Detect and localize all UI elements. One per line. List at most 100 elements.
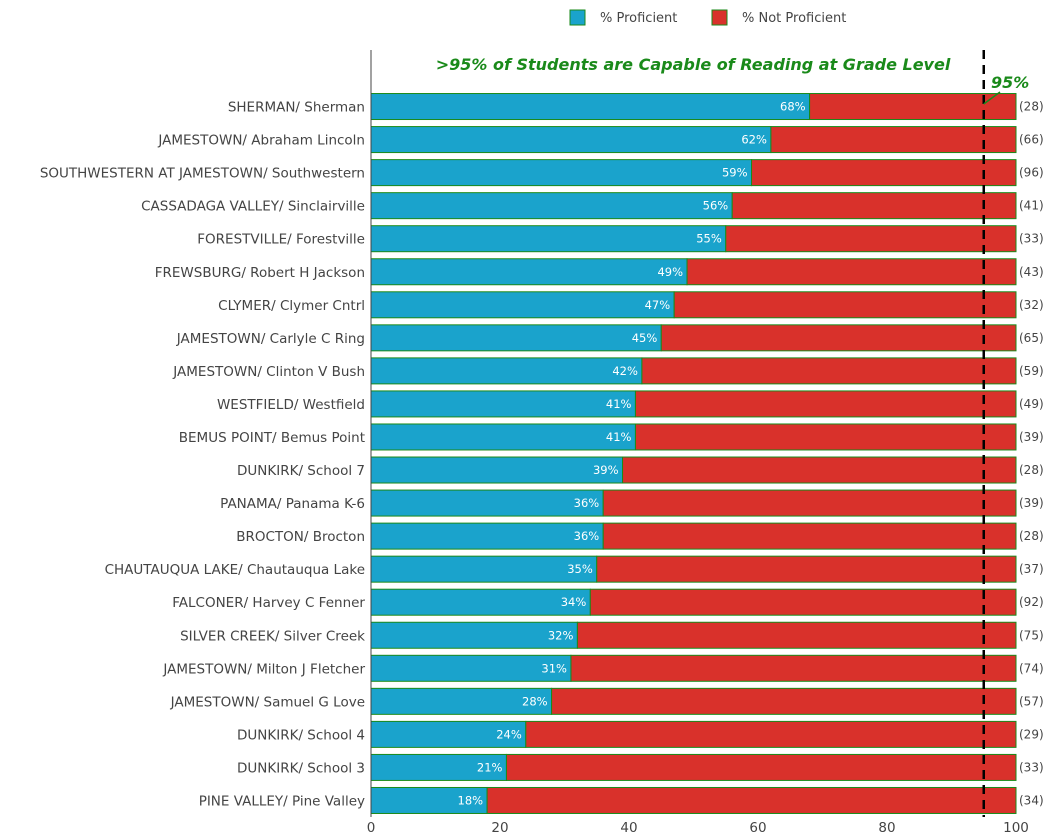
category-label: JAMESTOWN/ Samuel G Love [170,694,365,710]
category-label: SOUTHWESTERN AT JAMESTOWN/ Southwestern [40,166,365,182]
bar-proficient [370,786,488,814]
category-label: SHERMAN/ Sherman [228,100,365,116]
count-label: (39) [1019,430,1044,444]
bar-not-proficient [686,258,1017,286]
count-label: (75) [1019,628,1044,642]
category-label: PINE VALLEY/ Pine Valley [199,793,365,809]
x-axis: 0 20 40 60 80 100 [367,50,1029,836]
bar-data-label: 36% [574,529,600,543]
count-label: (34) [1019,793,1044,807]
count-label: (57) [1019,694,1044,708]
category-label: CASSADAGA VALLEY/ Sinclairville [141,199,365,215]
bar-not-proficient [551,687,1017,715]
x-tick-label: 60 [749,820,766,836]
bar-data-label: 49% [657,265,683,279]
category-label: BEMUS POINT/ Bemus Point [179,430,365,446]
bar-data-label: 42% [612,364,638,378]
bar-data-label: 32% [548,628,574,642]
x-tick-label: 80 [878,820,895,836]
bar-proficient [370,588,591,616]
category-label: JAMESTOWN/ Abraham Lincoln [157,133,365,149]
bar-not-proficient [634,390,1017,418]
bar-proficient [370,654,572,682]
category-label: WESTFIELD/ Westfield [217,397,365,413]
bar-proficient [370,720,527,748]
legend-label-not-proficient: % Not Proficient [742,11,846,26]
bar-not-proficient [634,423,1017,451]
bar-proficient [370,291,675,319]
bar-proficient [370,126,772,154]
bar-not-proficient [622,456,1017,484]
count-label: (29) [1019,727,1044,741]
bar-proficient [370,225,727,253]
bar-data-label: 31% [541,661,567,675]
bar-proficient [370,423,636,451]
bar-proficient [370,687,553,715]
legend-swatch-proficient [569,9,586,26]
bar-proficient [370,159,753,187]
count-label: (39) [1019,496,1044,510]
count-label: (65) [1019,331,1044,345]
bar-data-label: 41% [606,430,632,444]
category-label: JAMESTOWN/ Clinton V Bush [172,364,365,380]
count-label: (92) [1019,595,1044,609]
bar-proficient [370,390,636,418]
bar-not-proficient [602,522,1017,550]
bar-not-proficient [576,621,1017,649]
x-tick-label: 40 [620,820,637,836]
category-label: FREWSBURG/ Robert H Jackson [155,265,365,281]
count-label: (41) [1019,199,1044,213]
bar-not-proficient [596,555,1017,583]
bar-data-label: 47% [645,298,671,312]
count-label: (74) [1019,661,1044,675]
count-label: (28) [1019,529,1044,543]
legend-label-proficient: % Proficient [600,11,677,26]
category-label: CHAUTAUQUA LAKE/ Chautauqua Lake [105,562,365,578]
bar-data-label: 59% [722,166,748,180]
bar-not-proficient [570,654,1017,682]
count-label: (28) [1019,100,1044,114]
bar-proficient [370,489,604,517]
bar-not-proficient [731,192,1017,220]
category-label: JAMESTOWN/ Carlyle C Ring [176,331,365,347]
bar-proficient [370,324,662,352]
count-label: (49) [1019,397,1044,411]
count-label: (37) [1019,562,1044,576]
bar-proficient [370,357,643,385]
category-label: DUNKIRK/ School 4 [237,727,365,743]
bar-not-proficient [809,93,1017,121]
reference-label-pointer [983,91,1001,105]
bar-proficient [370,555,598,583]
bar-data-label: 62% [741,133,767,147]
bar-not-proficient [641,357,1017,385]
bar-data-label: 55% [696,232,722,246]
bar-not-proficient [486,786,1017,814]
legend: % Proficient % Not Proficient [569,9,846,26]
count-label: (96) [1019,166,1044,180]
category-label: SILVER CREEK/ Silver Creek [180,628,365,644]
bar-not-proficient [770,126,1017,154]
bar-not-proficient [602,489,1017,517]
bar-proficient [370,456,624,484]
category-label: DUNKIRK/ School 3 [237,760,365,776]
reference-line-label: 95% [991,73,1029,92]
x-tick-label: 0 [367,820,376,836]
bar-data-label: 35% [567,562,593,576]
bar-data-label: 36% [574,496,600,510]
bar-not-proficient [725,225,1017,253]
bar-data-label: 41% [606,397,632,411]
count-label: (33) [1019,760,1044,774]
bar-data-label: 24% [496,727,522,741]
bar-proficient [370,192,733,220]
count-label: (66) [1019,133,1044,147]
bar-not-proficient [589,588,1017,616]
category-label: FALCONER/ Harvey C Fenner [172,595,365,611]
x-tick-label: 20 [491,820,508,836]
bar-data-label: 28% [522,694,548,708]
bar-data-label: 56% [703,199,729,213]
bar-proficient [370,93,811,121]
bar-data-label: 39% [593,463,619,477]
count-label: (33) [1019,232,1044,246]
count-label: (32) [1019,298,1044,312]
